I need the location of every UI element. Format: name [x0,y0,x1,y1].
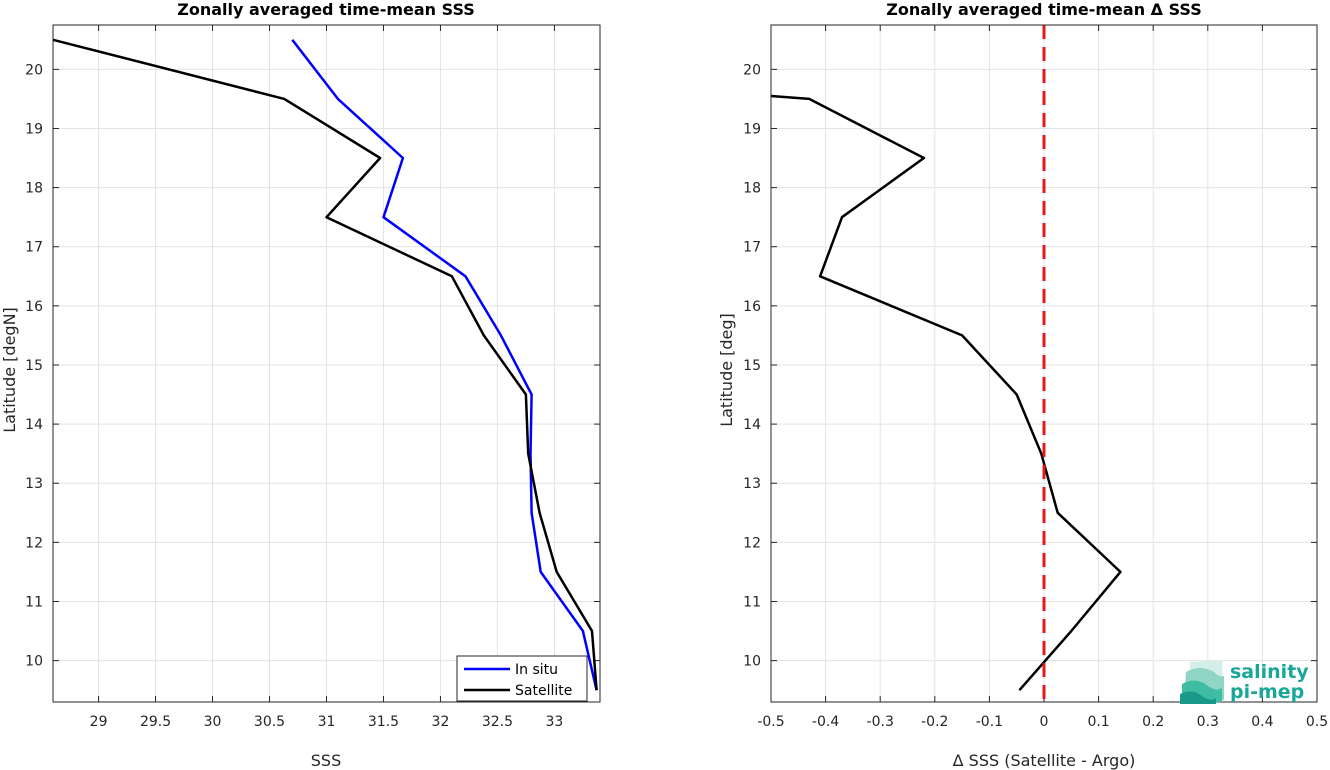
y-tick-label: 15 [743,358,761,374]
series [770,25,1122,702]
y-tick-label: 13 [25,476,43,492]
y-tick-label: 12 [743,535,761,551]
x-tick-label: 29.5 [140,714,171,730]
x-tick-label: 0.4 [1251,714,1273,730]
y-axis-label: Latitude [deg] [717,313,736,427]
x-tick-label: -0.5 [757,714,784,730]
y-tick-label: 11 [743,594,761,610]
y-tick-label: 17 [743,240,761,256]
series-line-1 [52,38,598,691]
legend-box [456,655,588,702]
x-tick-label: 31 [318,714,336,730]
y-tick-label: 16 [25,299,43,315]
x-tick-label: -0.4 [812,714,839,730]
x-tick-label: 30 [204,714,222,730]
legend: In situ Satellite [456,655,588,702]
y-tick-label: 12 [25,535,43,551]
series-line-0 [770,94,1122,692]
x-tick-label: 0.1 [1087,714,1109,730]
legend-label-in-situ: In situ [515,662,558,678]
x-tick-label: 32.5 [482,714,513,730]
ticks: -0.5 -0.4 -0.3 -0.2 -0.1 0 0.1 0.2 0.3 0.4 0.5 10 11… [743,25,1328,730]
y-tick-label: 15 [25,358,43,374]
chart-title: Zonally averaged time-mean SSS [177,0,475,19]
x-tick-label: 30.5 [254,714,285,730]
logo-line2: pi-mep [1230,681,1304,703]
x-axis-label: Δ SSS (Satellite - Argo) [953,751,1136,770]
axes-box [770,24,1318,703]
y-axis-label: Latitude [degN] [0,307,19,433]
grid [53,25,600,702]
y-tick-label: 20 [25,62,43,78]
y-tick-label: 19 [743,121,761,137]
legend-label-satellite: Satellite [515,683,572,699]
x-tick-label: 33 [546,714,564,730]
y-tick-label: 16 [743,299,761,315]
series [52,38,598,691]
y-tick-label: 17 [25,240,43,256]
x-tick-label: 0.2 [1142,714,1164,730]
delta-sss-panel: -0.5 -0.4 -0.3 -0.2 -0.1 0 0.1 0.2 0.3 0.4 0.5 10 11… [717,0,1328,770]
salinity-pi-mep-logo: salinity pi-mep [1180,660,1309,704]
y-tick-label: 18 [25,181,43,197]
y-tick-label: 18 [743,181,761,197]
series-line-0 [291,39,598,691]
x-tick-label: 29 [90,714,108,730]
x-tick-label: -0.1 [976,714,1003,730]
y-tick-label: 10 [743,654,761,670]
y-tick-label: 10 [25,654,43,670]
chart-title: Zonally averaged time-mean Δ SSS [886,0,1202,19]
ticks: 29 29.5 30 30.5 31 31.5 32 32.5 33 10 11 12 13 14 15 16… [25,25,600,730]
y-tick-label: 19 [25,121,43,137]
axes-box [52,24,601,703]
x-tick-label: -0.3 [867,714,894,730]
y-tick-label: 20 [743,62,761,78]
y-tick-label: 13 [743,476,761,492]
y-tick-label: 14 [743,417,761,433]
x-tick-label: 31.5 [368,714,399,730]
x-tick-label: 0.5 [1306,714,1328,730]
logo-waves-icon [1180,660,1224,704]
y-tick-label: 14 [25,417,43,433]
x-tick-label: 0 [1040,714,1049,730]
x-tick-label: 32 [432,714,450,730]
logo-line1: salinity [1230,661,1309,683]
x-tick-label: -0.2 [921,714,948,730]
y-tick-label: 11 [25,594,43,610]
x-axis-label: SSS [311,751,341,770]
x-tick-label: 0.3 [1197,714,1219,730]
sss-panel: 29 29.5 30 30.5 31 31.5 32 32.5 33 10 11 12 13 14 15 16… [0,0,601,770]
